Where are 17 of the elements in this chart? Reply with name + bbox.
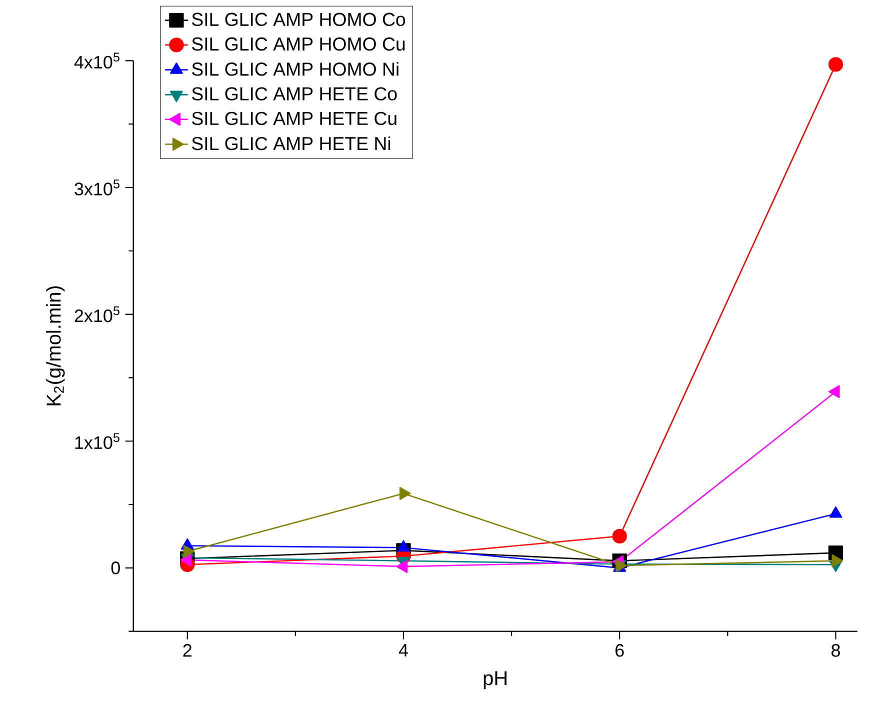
x-tick-label: 8: [831, 644, 840, 657]
legend-label: SIL GLIC AMP HOMO Cu: [192, 37, 405, 51]
y-tick-label: 1x10$^{5}$: [75, 433, 120, 450]
legend-label: SIL GLIC AMP HOMO Ni: [192, 62, 398, 76]
y-tick-label: 0: [111, 562, 120, 574]
legend-label: SIL GLIC AMP HETE Cu: [192, 112, 396, 126]
y-axis-title: K$_{2}$(g/mol.min): [46, 286, 65, 406]
legend-label: SIL GLIC AMP HETE Co: [192, 87, 397, 100]
x-tick-label: 4: [398, 644, 408, 656]
y-tick-label: 2x10$^{5}$: [74, 306, 120, 322]
y-tick-label: 4x10$^{5}$: [74, 52, 120, 69]
x-tick-label: 6: [616, 644, 624, 657]
y-tick-label: 3x10$^{5}$: [74, 180, 120, 196]
x-axis-title: pH: [484, 671, 506, 690]
legend-label: SIL GLIC AMP HOMO Co: [192, 12, 406, 26]
legend-label: SIL GLIC AMP HETE Ni: [192, 136, 390, 150]
x-tick-label: 2: [183, 644, 192, 657]
